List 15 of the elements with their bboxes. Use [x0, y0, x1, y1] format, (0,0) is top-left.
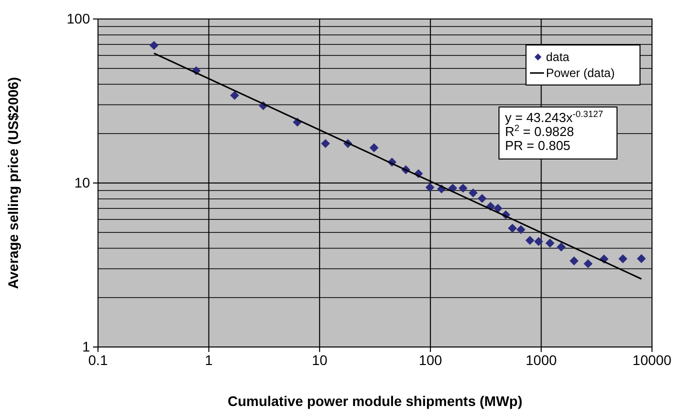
x-tick-label: 10 [312, 352, 328, 368]
x-tick-label: 0.1 [88, 352, 108, 368]
annotation: PR = 0.805 [505, 138, 570, 153]
annotation: y = 43.243x$^{-0.3127}$ [505, 109, 604, 125]
x-axis-title: Cumulative power module shipments (MWp) [228, 393, 522, 409]
x-tick-label: 100 [418, 352, 442, 368]
x-tick-label: 1000 [526, 352, 557, 368]
y-tick-label: 10 [74, 174, 90, 190]
legend-label: Power (data) [546, 66, 615, 80]
legend-label: data [546, 50, 570, 64]
x-tick-label: 1 [204, 352, 213, 368]
y-tick-label: 1 [82, 338, 90, 354]
y-axis-title: Average selling price (US$2006) [5, 77, 21, 289]
y-tick-label: 100 [66, 10, 90, 26]
x-tick-label: 10000 [632, 352, 672, 368]
